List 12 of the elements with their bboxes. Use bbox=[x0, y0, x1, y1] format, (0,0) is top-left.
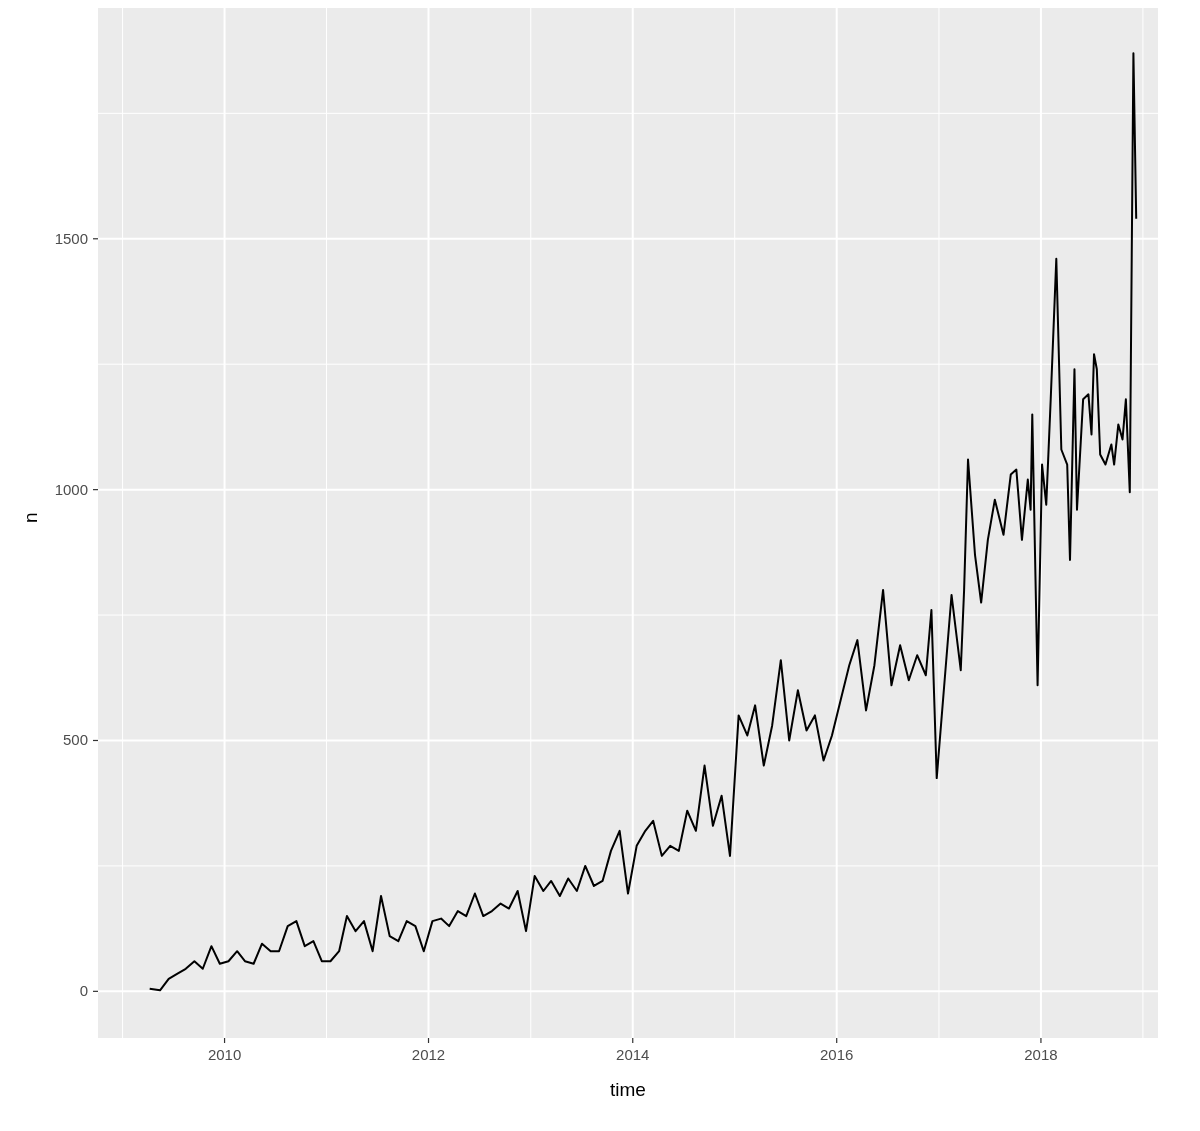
x-tick-label: 2018 bbox=[1024, 1046, 1058, 1063]
y-axis-title: n bbox=[19, 512, 41, 523]
x-tick-label: 2014 bbox=[616, 1046, 650, 1063]
y-tick-label: 1000 bbox=[54, 480, 88, 498]
line-series bbox=[148, 52, 1138, 992]
y-tick-label: 1500 bbox=[54, 229, 88, 247]
x-tick-label: 2016 bbox=[820, 1046, 854, 1063]
y-tick-label: 0 bbox=[79, 982, 88, 1000]
x-axis-title: time bbox=[610, 1079, 646, 1100]
y-tick-label: 500 bbox=[62, 731, 88, 749]
x-tick-label: 2010 bbox=[207, 1046, 242, 1063]
x-tick-label: 2012 bbox=[411, 1046, 446, 1063]
